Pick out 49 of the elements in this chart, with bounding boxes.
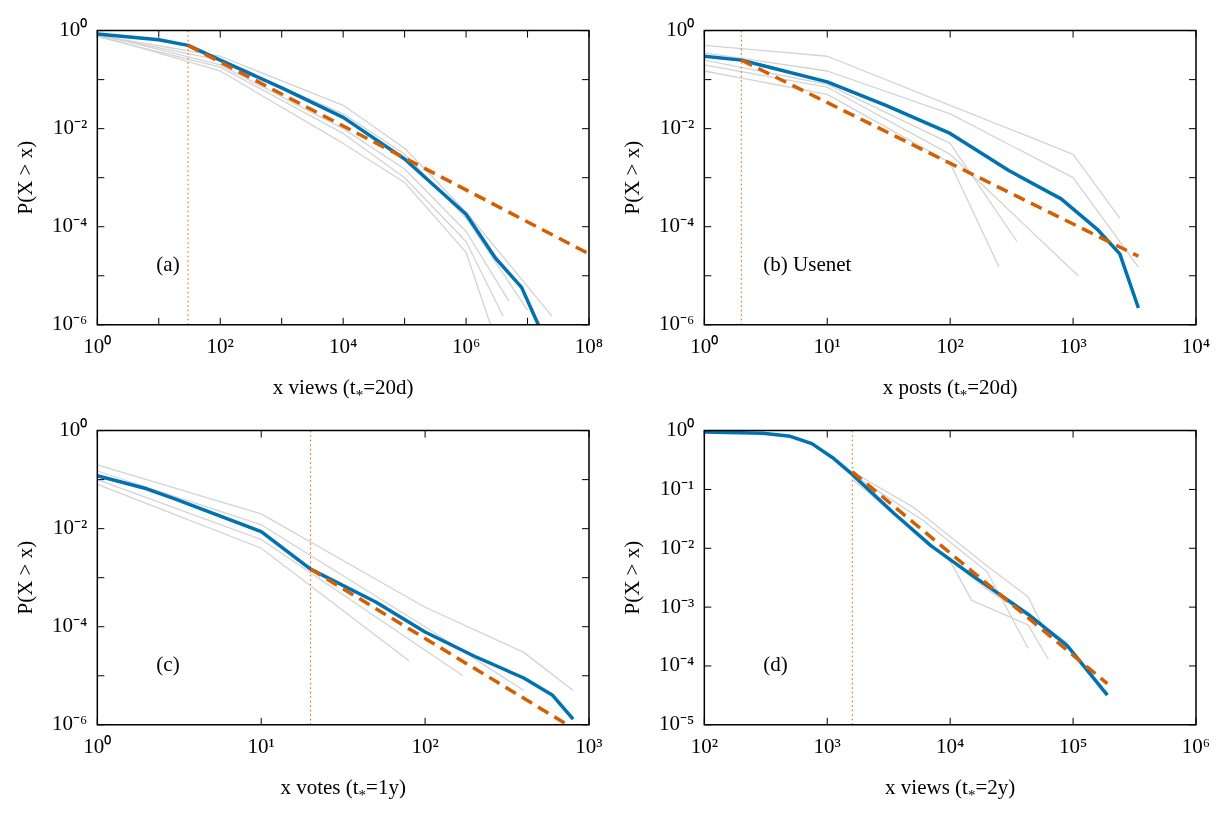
x-tick-label: 10³ — [813, 733, 841, 758]
y-tick-label: 10⁻² — [660, 534, 695, 559]
y-tick-label: 10⁻⁴ — [658, 213, 695, 238]
x-axis-title: x views (t*=20d) — [272, 375, 414, 404]
x-tick-label: 10⁴ — [1181, 333, 1211, 358]
y-tick-label: 10⁻⁶ — [658, 311, 695, 336]
y-tick-label: 10⁻¹ — [660, 475, 695, 500]
x-tick-label: 10⁶ — [451, 333, 481, 358]
y-tick-label: 10⁻⁵ — [658, 711, 695, 736]
y-tick-label: 10⁻² — [660, 115, 695, 140]
x-tick-label: 10² — [206, 333, 234, 358]
y-tick-label: 10⁻⁴ — [51, 213, 88, 238]
x-tick-label: 10¹ — [813, 333, 841, 358]
y-axis-title: P(X > x) — [13, 140, 37, 215]
annotation: (c) — [156, 652, 180, 677]
x-axis-title: x views (t*=2y) — [885, 775, 1016, 804]
x-tick-label: 10⁶ — [1181, 733, 1211, 758]
x-tick-label: 10³ — [575, 733, 603, 758]
y-tick-label: 10⁰ — [666, 17, 695, 42]
y-tick-label: 10⁻⁴ — [51, 613, 88, 638]
y-tick-label: 10⁻⁴ — [658, 652, 695, 677]
x-tick-label: 10² — [690, 733, 718, 758]
y-tick-label: 10⁻² — [53, 115, 88, 140]
annotation: (d) — [763, 652, 788, 677]
y-tick-label: 10⁻⁶ — [51, 711, 88, 736]
x-tick-label: 10⁵ — [1058, 733, 1088, 758]
x-tick-label: 10⁰ — [690, 333, 719, 358]
y-axis-title: P(X > x) — [13, 540, 37, 615]
x-tick-label: 10⁰ — [83, 333, 112, 358]
y-tick-label: 10⁻⁶ — [51, 311, 88, 336]
y-tick-label: 10⁰ — [666, 417, 695, 442]
x-tick-label: 10⁰ — [83, 733, 112, 758]
annotation: (a) — [156, 252, 180, 277]
y-tick-label: 10⁰ — [59, 17, 88, 42]
y-tick-label: 10⁻³ — [660, 593, 695, 618]
y-axis-title: P(X > x) — [620, 540, 644, 615]
y-axis-title: P(X > x) — [620, 140, 644, 215]
x-tick-label: 10³ — [1059, 333, 1087, 358]
x-axis-title: x posts (t*=20d) — [882, 375, 1018, 404]
y-tick-label: 10⁰ — [59, 417, 88, 442]
x-axis-title: x votes (t*=1y) — [280, 775, 406, 804]
x-tick-label: 10¹ — [247, 733, 275, 758]
x-tick-label: 10⁴ — [329, 333, 358, 358]
x-tick-label: 10² — [411, 733, 439, 758]
annotation: (b) Usenet — [763, 252, 852, 277]
x-tick-label: 10⁴ — [936, 733, 965, 758]
y-tick-label: 10⁻² — [53, 515, 88, 540]
x-tick-label: 10⁸ — [574, 333, 604, 358]
x-tick-label: 10² — [936, 333, 964, 358]
